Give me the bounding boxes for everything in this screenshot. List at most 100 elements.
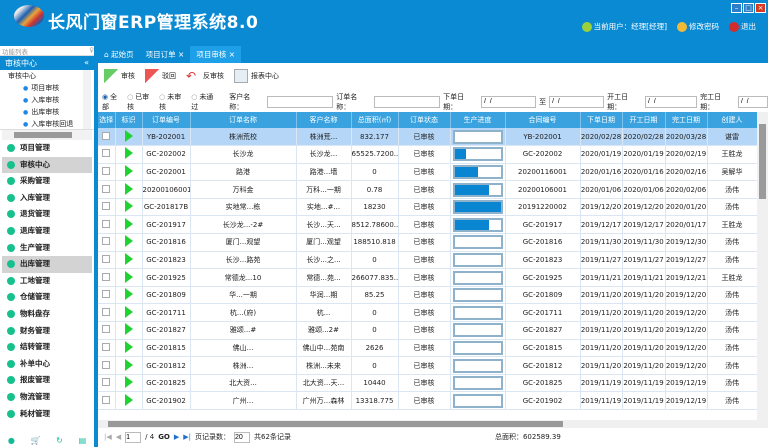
row-checkbox[interactable]: [98, 128, 116, 147]
row-checkbox[interactable]: [98, 321, 116, 340]
next-page-button[interactable]: ▶: [173, 433, 180, 441]
row-checkbox[interactable]: [98, 374, 116, 393]
table-row[interactable]: GC-201823 长沙...路苑 长沙...之... 0 已审核 GC-201823 20…: [98, 251, 757, 270]
finish-date-input[interactable]: [738, 95, 768, 108]
table-row[interactable]: GC-202001 路港 路港...墙 0 已审核 20200116001 2020/01/…: [98, 163, 757, 182]
column-header[interactable]: 总面积(㎡): [351, 112, 399, 128]
row-checkbox[interactable]: [98, 233, 116, 252]
column-header[interactable]: 完工日期: [665, 112, 708, 128]
row-checkbox[interactable]: [98, 303, 116, 323]
sidebar-item[interactable]: 结转管理: [2, 339, 92, 356]
close-tab-icon[interactable]: ×: [228, 50, 236, 59]
section-header[interactable]: 审核中心 «: [0, 56, 94, 70]
column-header[interactable]: 生产进度: [450, 112, 506, 128]
table-row[interactable]: GC-201825 北大资... 北大资...天... 10440 已审核 GC-2018…: [98, 374, 757, 393]
row-checkbox[interactable]: [98, 391, 116, 410]
table-row[interactable]: GC-201817B 实地常...栋 实地...#... 18230 已审核 201912…: [98, 198, 757, 217]
table-row[interactable]: GC-201809 华...一期 华润...期 85.25 已审核 GC-201809 20…: [98, 286, 757, 305]
close-button[interactable]: ×: [755, 3, 766, 13]
go-button[interactable]: GO: [158, 433, 170, 441]
column-header[interactable]: 下单日期: [580, 112, 623, 128]
tree-scrollbar[interactable]: [83, 70, 91, 129]
report-center-button[interactable]: 报表中心: [234, 69, 279, 83]
row-checkbox[interactable]: [98, 215, 116, 235]
cart-icon[interactable]: 🛒: [30, 436, 41, 445]
sidebar-item[interactable]: 退货管理: [2, 206, 92, 223]
row-checkbox[interactable]: [98, 286, 116, 305]
column-header[interactable]: 客户名称: [296, 112, 352, 128]
tab-home[interactable]: ⌂ 起始页: [104, 50, 134, 59]
tree-root[interactable]: 审核中心: [8, 72, 36, 80]
tab-project-orders[interactable]: 项目订单 ×: [145, 50, 185, 59]
sidebar-item[interactable]: 项目管理: [2, 140, 92, 157]
sidebar-item[interactable]: 采购管理: [2, 173, 92, 190]
reject-button[interactable]: 驳回: [145, 69, 176, 83]
unapprove-button[interactable]: ↶ 反审核: [186, 69, 224, 83]
sidebar-item[interactable]: 工地管理: [2, 273, 92, 290]
sidebar-item[interactable]: 补单中心: [2, 356, 92, 373]
row-checkbox[interactable]: [98, 339, 116, 358]
order-date-to[interactable]: [549, 95, 605, 108]
radio-unapproved[interactable]: 未审核: [159, 92, 188, 112]
print-icon[interactable]: ▤: [78, 436, 87, 445]
sidebar-item[interactable]: 仓储管理: [2, 289, 92, 306]
row-checkbox[interactable]: [98, 180, 116, 199]
sidebar-item[interactable]: 出库管理: [2, 256, 92, 273]
sidebar-item[interactable]: 耗材管理: [2, 406, 92, 423]
column-header[interactable]: 创建人: [707, 112, 757, 128]
customer-input[interactable]: [267, 95, 334, 108]
column-header[interactable]: 订单状态: [398, 112, 451, 128]
order-input[interactable]: [374, 95, 441, 108]
close-tab-icon[interactable]: ×: [178, 50, 185, 59]
first-page-button[interactable]: |◀: [104, 433, 112, 441]
maximize-button[interactable]: □: [743, 3, 754, 13]
refresh-icon[interactable]: ↻: [56, 436, 63, 445]
sidebar-item[interactable]: 生产管理: [2, 240, 92, 257]
table-row[interactable]: GC-201812 株洲... 株洲...未来 0 已审核 GC-201812 2019/1…: [98, 356, 757, 375]
page-input[interactable]: [125, 431, 142, 443]
tree-item-inbound-rollback[interactable]: 入库审核回退: [8, 118, 94, 129]
minimize-button[interactable]: –: [731, 3, 742, 13]
table-row[interactable]: 20200106001 万科金 万科...一期 0.78 已审核 20200106001 2…: [98, 180, 757, 199]
tree-item-inbound-audit[interactable]: 入库审核: [8, 94, 94, 106]
table-row[interactable]: GC-201816 厦门...观望 厦门...观望 188510.818 已审核 GC-2…: [98, 233, 757, 252]
column-header[interactable]: 开工日期: [622, 112, 666, 128]
grid-hscrollbar[interactable]: [98, 420, 768, 428]
sidebar-item[interactable]: 报废管理: [2, 372, 92, 389]
sidebar-item[interactable]: 物料盘存: [2, 306, 92, 323]
row-checkbox[interactable]: [98, 163, 116, 182]
sidebar-item[interactable]: 财务管理: [2, 323, 92, 340]
radio-all[interactable]: 全部: [102, 92, 124, 112]
tree-hscrollbar[interactable]: [2, 130, 92, 140]
tab-project-audit[interactable]: 项目审核 ×: [190, 46, 242, 63]
change-password-button[interactable]: 修改密码: [677, 21, 719, 32]
order-date-from[interactable]: [481, 95, 537, 108]
sidebar-item[interactable]: 入库管理: [2, 190, 92, 207]
row-checkbox[interactable]: [98, 356, 116, 375]
row-checkbox[interactable]: [98, 198, 116, 217]
sidebar-item[interactable]: 物流管理: [2, 389, 92, 406]
row-checkbox[interactable]: [98, 145, 116, 164]
pin-icon[interactable]: ♀: [89, 46, 94, 54]
tree-item-outbound-audit[interactable]: 出库审核: [8, 106, 94, 118]
approve-button[interactable]: 审核: [104, 69, 135, 83]
grid-vscrollbar[interactable]: [757, 112, 768, 420]
sidebar-item[interactable]: 审核中心: [2, 156, 92, 174]
table-row[interactable]: GC-201925 常德龙...10 常德...苑... 266077.835... 已…: [98, 268, 757, 287]
table-row[interactable]: GC-202002 长沙龙 长沙龙... 65525.7200... 已审核 GC-202…: [98, 145, 757, 164]
row-checkbox[interactable]: [98, 251, 116, 270]
collapse-icon[interactable]: «: [84, 58, 89, 67]
table-row[interactable]: GC-201902 广州... 广州万...森林 13318.775 已审核 GC-201…: [98, 391, 757, 410]
logout-button[interactable]: 退出: [729, 21, 756, 32]
tree-item-project-audit[interactable]: 项目审核: [8, 82, 94, 94]
page-size-input[interactable]: [234, 431, 251, 443]
table-row[interactable]: GC-201711 杭...(府) 杭... 0 已审核 GC-201711 2019/11…: [98, 303, 757, 323]
start-date-input[interactable]: [645, 95, 698, 108]
table-row[interactable]: GC-201827 雅颂...# 雅颂...2# 0 已审核 GC-201827 2019/…: [98, 321, 757, 340]
prev-page-button[interactable]: ◀: [115, 433, 122, 441]
circle-icon[interactable]: ●: [7, 436, 15, 445]
column-header[interactable]: 订单编号: [142, 112, 191, 128]
column-header[interactable]: 选择: [98, 112, 116, 128]
column-header[interactable]: 合同编号: [505, 112, 581, 128]
table-row[interactable]: YB-202001 株洲荒校 株洲荒... 832.177 已审核 YB-202001 20…: [98, 128, 757, 147]
